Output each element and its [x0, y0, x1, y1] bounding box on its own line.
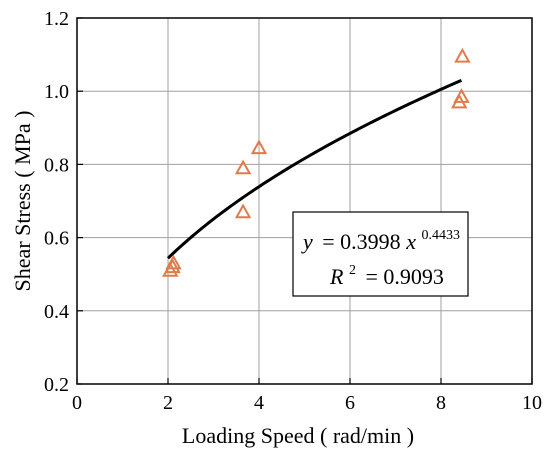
- x-tick-label: 6: [345, 392, 355, 414]
- grid-lines: [77, 18, 532, 384]
- x-tick-label: 10: [522, 392, 542, 414]
- data-point: [453, 88, 470, 103]
- y-tick-label: 0.4: [44, 301, 69, 323]
- fit-equation-variable: x: [405, 229, 416, 254]
- data-point: [164, 258, 181, 274]
- data-point: [165, 254, 182, 270]
- equation-box-frame: [292, 211, 469, 297]
- fit-r-squared: R 2 = 0.9093: [329, 254, 444, 289]
- fit-equation-lhs: y: [301, 229, 313, 254]
- y-axis-label: Shear Stress ( MPa ): [10, 111, 35, 292]
- y-tick-label: 0.8: [44, 154, 69, 176]
- fit-curve-group: [166, 78, 463, 260]
- data-point: [250, 139, 268, 155]
- r-squared-superscript: 2: [349, 263, 356, 278]
- x-tick-label: 0: [72, 392, 82, 414]
- y-tick-label: 0.6: [44, 228, 69, 250]
- x-tick-label: 4: [254, 392, 264, 414]
- y-tick-label: 1.2: [44, 8, 69, 30]
- y-tick-label: 0.2: [44, 374, 69, 396]
- fit-equation-exponent: 0.4433: [421, 228, 460, 243]
- y-tick-label: 1.0: [44, 81, 69, 103]
- data-point: [234, 203, 252, 219]
- fit-equation: y = 0.3998 x 0.4433: [301, 228, 460, 254]
- fit-equation-coefficient: = 0.3998: [322, 229, 400, 254]
- r-squared-symbol: R: [329, 264, 344, 289]
- x-axis-label: Loading Speed ( rad/min ): [182, 423, 414, 448]
- data-points-group: [162, 47, 471, 277]
- y-tick-group: 0.2 0.4 0.6 0.8 1.0 1.2: [44, 8, 83, 396]
- x-tick-group: 0 2 4 6 8 10: [72, 378, 542, 414]
- x-tick-label: 2: [163, 392, 173, 414]
- plot-frame: [76, 17, 533, 385]
- x-tick-label: 8: [436, 392, 446, 414]
- r-squared-value: = 0.9093: [365, 264, 443, 289]
- data-point: [454, 47, 471, 63]
- data-point: [234, 159, 252, 175]
- equation-box: y = 0.3998 x 0.4433 R 2 = 0.9093: [292, 211, 469, 297]
- fit-curve: [166, 78, 463, 260]
